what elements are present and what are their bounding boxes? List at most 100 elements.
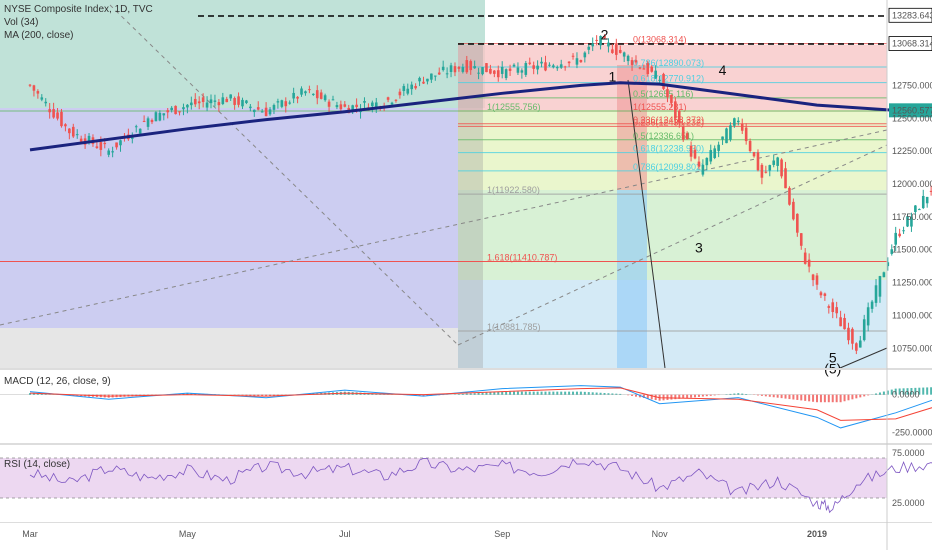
macd-histogram-bar <box>513 392 515 395</box>
macd-histogram-bar <box>820 395 822 403</box>
candle-body <box>552 65 555 67</box>
candle-body <box>292 93 295 99</box>
macd-histogram-bar <box>832 395 834 403</box>
candle-body <box>666 89 669 97</box>
candle-body <box>174 106 177 114</box>
macd-histogram-bar <box>478 393 480 395</box>
candle-body <box>835 307 838 313</box>
candle-body <box>222 97 225 104</box>
macd-histogram-bar <box>765 395 767 397</box>
candle-body <box>119 140 122 145</box>
candle-body <box>284 101 287 106</box>
candle-body <box>587 47 590 50</box>
candle-body <box>717 145 720 151</box>
price-tick-label: 11500.000 <box>892 245 932 255</box>
candle-body <box>784 168 787 188</box>
candle-body <box>33 85 36 90</box>
candle-body <box>198 101 201 103</box>
candle-body <box>151 120 154 122</box>
candle-body <box>702 165 705 175</box>
candle-body <box>831 302 834 312</box>
macd-histogram-bar <box>635 395 637 397</box>
candle-body <box>776 157 779 165</box>
macd-histogram-bar <box>241 395 243 396</box>
macd-histogram-bar <box>769 395 771 397</box>
candle-body <box>576 58 579 64</box>
candle-body <box>568 62 571 64</box>
candle-body <box>501 67 504 74</box>
candle-body <box>698 162 701 167</box>
macd-histogram-bar <box>631 395 633 396</box>
candle-body <box>332 99 335 100</box>
candle-body <box>540 62 543 64</box>
candle-body <box>611 49 614 53</box>
macd-histogram-bar <box>572 392 574 395</box>
candle-body <box>867 307 870 325</box>
candle-body <box>64 124 67 126</box>
macd-histogram-bar <box>615 394 617 395</box>
candle-body <box>489 69 492 74</box>
candle-body <box>277 101 280 102</box>
candle-body <box>477 73 480 74</box>
macd-histogram-bar <box>792 395 794 400</box>
macd-histogram-bar <box>781 395 783 398</box>
candle-body <box>556 67 559 68</box>
macd-histogram-bar <box>698 395 700 397</box>
macd-histogram-bar <box>596 393 598 395</box>
macd-histogram-bar <box>666 395 668 400</box>
macd-histogram-bar <box>710 395 712 396</box>
candle-body <box>68 129 71 134</box>
candle-body <box>662 74 665 89</box>
candle-body <box>403 86 406 91</box>
candle-body <box>159 113 162 121</box>
time-tick-label: Mar <box>22 529 38 539</box>
candle-body <box>96 146 99 148</box>
candle-body <box>780 159 783 176</box>
macd-histogram-bar <box>568 392 570 395</box>
candle-body <box>80 139 83 142</box>
candle-body <box>143 121 146 122</box>
candle-body <box>497 70 500 77</box>
candle-body <box>741 124 744 131</box>
candle-body <box>229 94 232 98</box>
candle-body <box>206 103 209 108</box>
candle-body <box>395 100 398 101</box>
macd-histogram-bar <box>804 395 806 401</box>
candle-body <box>894 233 897 245</box>
candle-body <box>304 91 307 93</box>
candle-body <box>572 56 575 57</box>
candle-body <box>257 107 260 109</box>
candle-body <box>871 302 874 309</box>
candle-body <box>103 143 106 144</box>
candle-body <box>521 70 524 72</box>
candle-body <box>761 165 764 178</box>
zone-green <box>458 190 887 280</box>
pane-divider <box>0 443 932 445</box>
candle-body <box>745 128 748 141</box>
candle-body <box>190 103 193 106</box>
candle-body <box>111 151 114 152</box>
candle-body <box>29 85 32 86</box>
candle-body <box>902 230 905 231</box>
candle-body <box>513 65 516 67</box>
macd-histogram-bar <box>741 394 743 395</box>
candle-body <box>308 89 311 90</box>
candle-body <box>261 112 264 113</box>
candle-body <box>737 121 740 122</box>
zone-grey-column <box>458 45 483 368</box>
candle-body <box>843 318 846 329</box>
candle-body <box>194 99 197 104</box>
candle-body <box>607 43 610 47</box>
macd-histogram-bar <box>462 394 464 395</box>
macd-tick-label: 0.0000 <box>892 390 920 400</box>
candle-body <box>178 111 181 112</box>
candle-body <box>674 101 677 118</box>
candle-body <box>170 108 173 110</box>
candle-body <box>458 67 461 69</box>
candle-body <box>654 71 657 79</box>
macd-histogram-bar <box>788 395 790 399</box>
price-tick-label: 12000.000 <box>892 179 932 189</box>
price-tick-label: 12250.000 <box>892 146 932 156</box>
